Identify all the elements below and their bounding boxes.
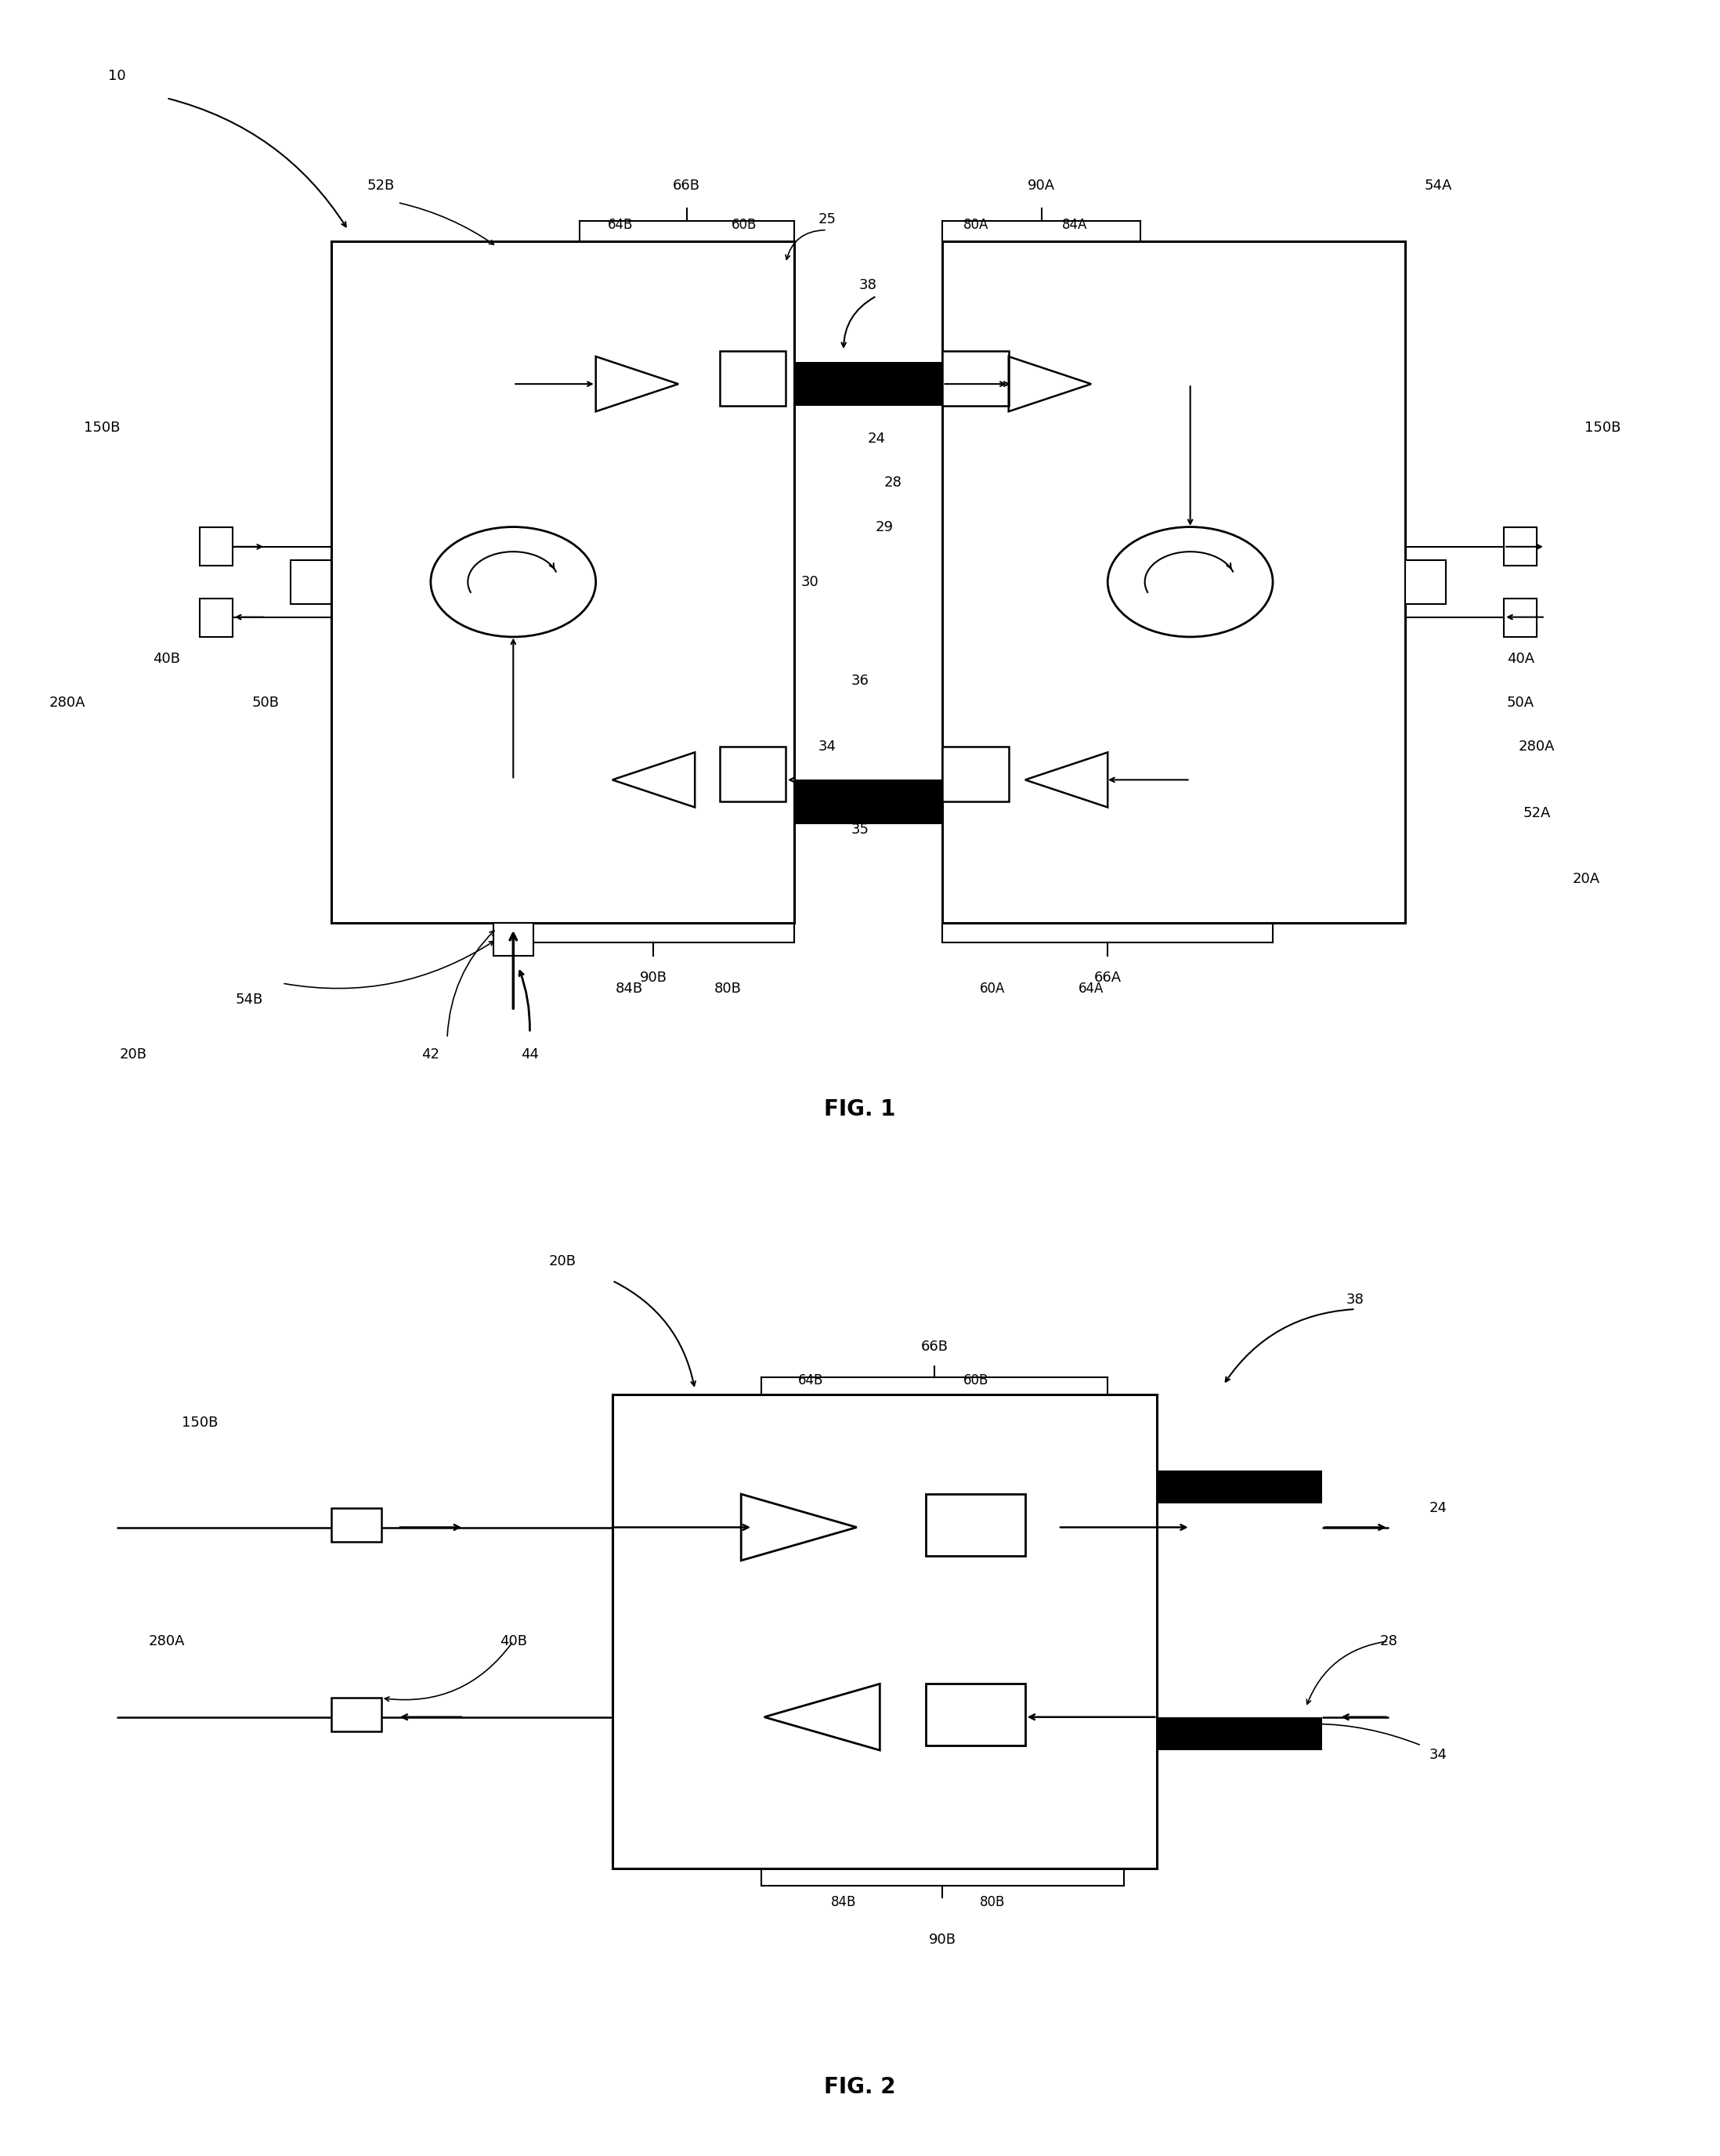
Text: 40B: 40B [153, 651, 181, 666]
Text: 34: 34 [1429, 1749, 1447, 1761]
Text: 50A: 50A [1507, 696, 1534, 709]
Text: 280A: 280A [148, 1634, 184, 1647]
Bar [332, 1509, 382, 1542]
Text: 84A: 84A [1061, 218, 1087, 231]
Bar [200, 526, 232, 565]
Bar [494, 923, 533, 955]
Text: 54A: 54A [1424, 179, 1452, 194]
Text: 66B: 66B [920, 1341, 948, 1354]
Bar [291, 561, 332, 604]
Bar [943, 746, 1008, 802]
Text: 38: 38 [860, 278, 877, 291]
Text: 26: 26 [834, 388, 853, 401]
Bar [943, 241, 1405, 923]
Text: 28: 28 [884, 476, 901, 489]
Bar [1405, 561, 1447, 604]
Text: 50B: 50B [251, 696, 279, 709]
Text: FIG. 2: FIG. 2 [824, 2076, 896, 2098]
Text: 30: 30 [802, 576, 819, 589]
Text: 84B: 84B [831, 1895, 857, 1908]
Text: 40A: 40A [1507, 651, 1534, 666]
Text: 280A: 280A [1519, 740, 1555, 755]
Text: 52B: 52B [368, 179, 396, 194]
Bar [332, 1699, 382, 1731]
Text: 90B: 90B [929, 1934, 956, 1947]
Text: 80A: 80A [963, 218, 989, 231]
Text: 25: 25 [819, 211, 836, 226]
Bar [719, 351, 786, 405]
Text: 84B: 84B [616, 981, 643, 996]
Bar [925, 1684, 1025, 1746]
Text: 28: 28 [1379, 1634, 1397, 1647]
Text: 20B: 20B [549, 1255, 576, 1268]
Text: 29: 29 [875, 520, 894, 535]
Text: 52A: 52A [1524, 806, 1551, 819]
Text: 60A: 60A [979, 981, 1004, 996]
Bar [200, 599, 232, 636]
Bar [719, 746, 786, 802]
Text: 64B: 64B [607, 218, 633, 231]
Bar [943, 351, 1008, 405]
Text: 24: 24 [1429, 1501, 1447, 1516]
Text: 80B: 80B [714, 981, 741, 996]
Text: 150B: 150B [181, 1416, 218, 1429]
Text: 90B: 90B [640, 970, 667, 985]
Text: 60B: 60B [963, 1373, 989, 1386]
Text: FIG. 1: FIG. 1 [824, 1100, 896, 1121]
Text: 34: 34 [819, 740, 836, 755]
Text: 40B: 40B [499, 1634, 526, 1647]
Text: 10: 10 [108, 69, 126, 84]
Bar [1158, 1716, 1323, 1751]
Text: 90A: 90A [1029, 179, 1056, 194]
Text: 44: 44 [521, 1048, 538, 1061]
Bar [925, 1494, 1025, 1557]
Text: 20B: 20B [120, 1048, 148, 1061]
Bar [1503, 599, 1538, 636]
Bar [612, 1395, 1158, 1869]
Text: 64A: 64A [1078, 981, 1104, 996]
Bar [332, 241, 795, 923]
Bar [1158, 1470, 1323, 1503]
Text: 66A: 66A [1094, 970, 1121, 985]
Text: 38: 38 [1347, 1294, 1364, 1307]
Text: 42: 42 [421, 1048, 440, 1061]
Text: 280A: 280A [50, 696, 86, 709]
Text: 54B: 54B [236, 992, 263, 1007]
Text: 20A: 20A [1572, 871, 1600, 886]
Text: 35: 35 [851, 821, 869, 837]
Text: 80B: 80B [979, 1895, 1004, 1908]
Bar [795, 362, 943, 405]
Text: 66B: 66B [673, 179, 700, 194]
Text: 24: 24 [867, 431, 886, 446]
Text: 36: 36 [851, 675, 869, 688]
Text: 150B: 150B [1584, 420, 1622, 436]
Text: 150B: 150B [84, 420, 120, 436]
Bar [795, 780, 943, 824]
Text: 60B: 60B [731, 218, 757, 231]
Bar [1503, 526, 1538, 565]
Text: 64B: 64B [798, 1373, 824, 1386]
